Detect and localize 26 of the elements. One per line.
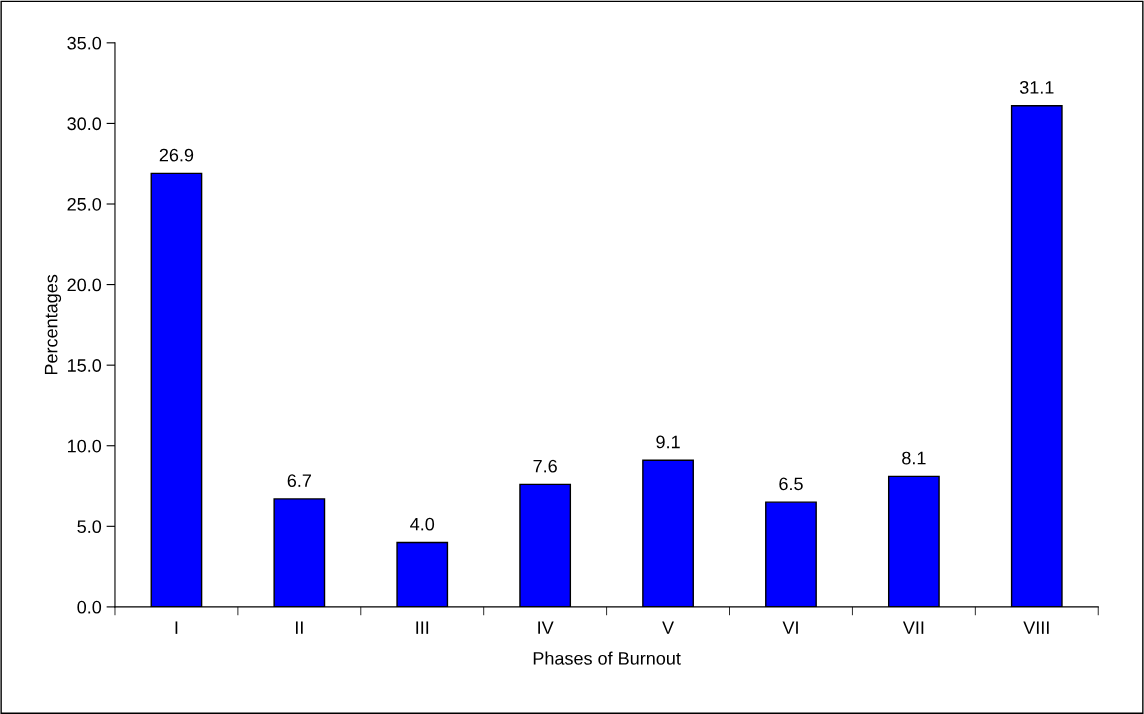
x-tick-label: V — [662, 621, 674, 634]
x-tick-label: VII — [902, 621, 924, 634]
y-tick-label: 5.0 — [77, 520, 102, 534]
x-tick-label: VI — [782, 621, 798, 634]
y-tick-label: 35.0 — [67, 36, 102, 50]
y-tick-label: 25.0 — [67, 197, 102, 211]
x-tick-label: II — [295, 621, 303, 634]
x-tick-label: VIII — [1023, 621, 1049, 634]
data-label: 8.1 — [902, 451, 926, 465]
data-label: 26.9 — [159, 148, 194, 162]
y-tick-label: 20.0 — [67, 278, 102, 292]
y-tick-label: 10.0 — [68, 439, 102, 453]
y-tick-label: 15.0 — [68, 359, 102, 372]
y-tick-label: 0.0 — [77, 600, 102, 614]
data-label: 7.6 — [533, 459, 557, 473]
x-tick-label: I — [175, 621, 178, 634]
x-tick-label: IV — [538, 621, 554, 634]
y-axis-title: Percentages — [44, 274, 62, 375]
x-axis-title: Phases of Burnout — [533, 651, 681, 665]
data-label: 6.5 — [779, 477, 803, 491]
data-label: 4.0 — [410, 517, 435, 531]
data-label: 6.7 — [287, 474, 311, 488]
y-tick-label: 30.0 — [67, 117, 102, 131]
data-label: 9.1 — [656, 435, 680, 449]
x-tick-label: III — [416, 621, 429, 634]
data-label: 31.1 — [1019, 81, 1054, 94]
